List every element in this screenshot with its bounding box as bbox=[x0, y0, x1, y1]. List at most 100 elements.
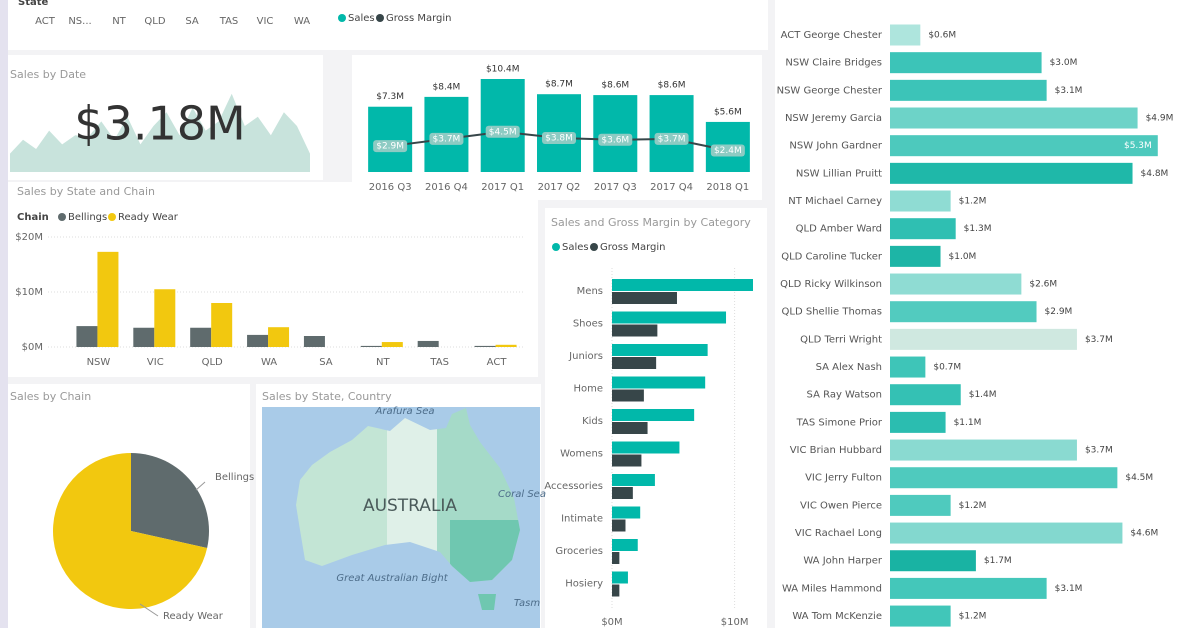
bar bbox=[368, 106, 413, 172]
legend-label: Sales bbox=[348, 13, 375, 24]
bar bbox=[612, 279, 753, 291]
bar bbox=[612, 422, 648, 434]
data-label: $5.3M bbox=[1124, 141, 1152, 151]
legend-title: Chain bbox=[17, 212, 49, 223]
x-tick-label: 2016 Q4 bbox=[425, 182, 468, 193]
bar bbox=[612, 584, 620, 597]
bar bbox=[612, 552, 620, 564]
y-tick-label: Intimate bbox=[561, 514, 603, 525]
map-label: AUSTRALIA bbox=[363, 496, 457, 516]
bar bbox=[133, 327, 155, 347]
bar bbox=[247, 334, 269, 347]
bar bbox=[890, 52, 1042, 74]
leader-line bbox=[195, 481, 206, 491]
slicer-title: State bbox=[18, 0, 49, 8]
data-label: $3.1M bbox=[1055, 86, 1083, 96]
label-box bbox=[598, 133, 633, 146]
y-tick-label: WA John Harper bbox=[803, 556, 883, 567]
data-label: $3.1M bbox=[1055, 584, 1083, 594]
x-tick-label: 2018 Q1 bbox=[706, 182, 749, 193]
bar bbox=[612, 409, 695, 421]
data-label: $3.7M bbox=[658, 134, 686, 144]
bar bbox=[154, 289, 176, 347]
data-label: $3.7M bbox=[433, 134, 461, 144]
data-label: $4.5M bbox=[1125, 473, 1153, 483]
bar bbox=[890, 411, 946, 433]
bar bbox=[612, 376, 706, 389]
y-tick-label: SA Alex Nash bbox=[816, 362, 882, 373]
legend-label: Sales bbox=[562, 242, 589, 253]
data-label: $1.7M bbox=[984, 556, 1012, 566]
bar bbox=[890, 273, 1022, 295]
slicer-item[interactable]: QLD bbox=[144, 16, 165, 27]
label-box bbox=[710, 144, 745, 157]
x-tick-label: VIC bbox=[147, 357, 164, 368]
y-tick-label: QLD Ricky Wilkinson bbox=[780, 279, 882, 290]
bar bbox=[890, 605, 951, 627]
x-tick-label: ACT bbox=[487, 357, 508, 368]
y-tick-label: QLD Amber Ward bbox=[796, 224, 882, 235]
data-label: $4.6M bbox=[1130, 529, 1158, 539]
label-box bbox=[429, 132, 464, 145]
bar bbox=[612, 519, 626, 532]
tasmania bbox=[478, 594, 496, 610]
chart-title: Sales by State and Chain bbox=[17, 185, 155, 198]
bar bbox=[890, 135, 1158, 157]
slicer-item[interactable]: TAS bbox=[219, 16, 239, 27]
bar bbox=[612, 474, 655, 486]
data-label: $4.5M bbox=[489, 127, 517, 137]
bar bbox=[890, 467, 1118, 489]
bar bbox=[593, 95, 638, 172]
bar bbox=[268, 327, 290, 347]
bar bbox=[890, 577, 1047, 599]
bar bbox=[211, 303, 233, 347]
label-box bbox=[654, 132, 689, 145]
x-tick-label: QLD bbox=[202, 357, 223, 368]
edge bbox=[0, 0, 8, 628]
x-tick-label: NT bbox=[376, 357, 390, 368]
y-tick-label: Groceries bbox=[555, 546, 603, 557]
bar bbox=[890, 522, 1123, 544]
data-label: $1.2M bbox=[959, 612, 987, 622]
legend-label: Ready Wear bbox=[118, 212, 179, 223]
y-tick-label: Kids bbox=[582, 416, 603, 427]
y-tick-label: NSW Lillian Pruitt bbox=[796, 168, 882, 179]
y-tick-label: Juniors bbox=[568, 351, 603, 362]
slicer-item[interactable]: VIC bbox=[257, 16, 274, 27]
data-label: $1.2M bbox=[959, 197, 987, 207]
bar bbox=[890, 218, 956, 240]
data-label: $8.6M bbox=[658, 81, 686, 91]
slicer-item[interactable]: ACT bbox=[35, 16, 56, 27]
bar bbox=[890, 24, 921, 46]
y-tick-label: NSW Jeremy Garcia bbox=[785, 113, 882, 124]
data-label: $8.7M bbox=[545, 80, 573, 90]
x-tick-label: 2017 Q1 bbox=[481, 182, 524, 193]
pie-slice bbox=[53, 453, 208, 609]
map-label: Tasm bbox=[514, 598, 540, 609]
bar bbox=[890, 245, 941, 267]
data-label: $4.8M bbox=[1141, 169, 1169, 179]
bar bbox=[190, 327, 212, 347]
bar bbox=[890, 190, 951, 212]
slicer-item[interactable]: WA bbox=[294, 16, 310, 27]
chart-title: Sales by State, Country bbox=[262, 390, 392, 403]
y-tick-label: Home bbox=[573, 384, 603, 395]
data-label: $1.0M bbox=[949, 252, 977, 262]
data-label: $1.4M bbox=[969, 390, 997, 400]
slicer-item[interactable]: SA bbox=[185, 16, 199, 27]
slicer-item[interactable]: NT bbox=[112, 16, 126, 27]
bar bbox=[612, 506, 641, 519]
slicer-item[interactable]: NS... bbox=[68, 16, 91, 27]
slice-label: Bellings bbox=[215, 472, 254, 483]
data-label: $2.9M bbox=[376, 142, 404, 152]
map-label: Arafura Sea bbox=[375, 406, 435, 417]
y-tick-label: VIC Jerry Fulton bbox=[805, 473, 882, 484]
y-tick-label: VIC Rachael Long bbox=[795, 528, 882, 539]
bar bbox=[612, 487, 633, 499]
y-tick-label: Shoes bbox=[573, 319, 603, 330]
legend-marker bbox=[108, 213, 116, 221]
bar bbox=[890, 328, 1077, 350]
x-tick-label: TAS bbox=[429, 357, 449, 368]
